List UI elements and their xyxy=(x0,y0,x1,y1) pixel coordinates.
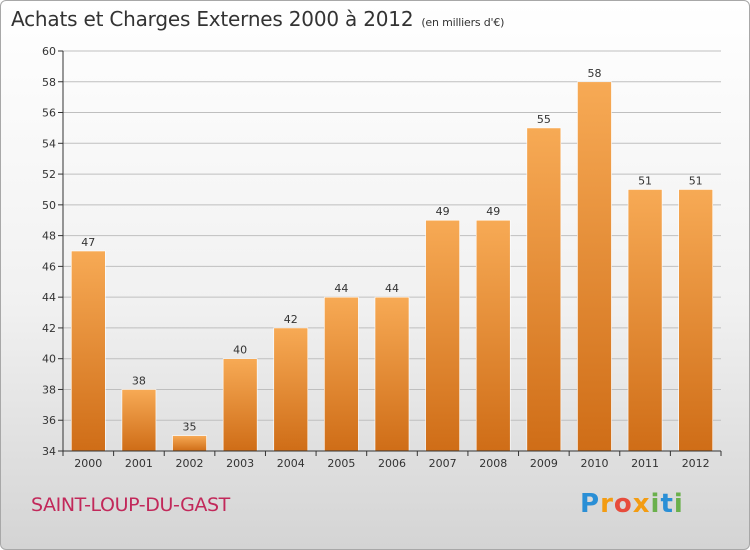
chart-title: Achats et Charges Externes 2000 à 2012 (e… xyxy=(11,7,504,31)
x-tick-label: 2011 xyxy=(631,457,659,470)
y-tick-label: 36 xyxy=(42,414,56,427)
y-tick-label: 50 xyxy=(42,199,56,212)
value-label: 49 xyxy=(436,205,450,218)
value-label: 51 xyxy=(638,174,652,187)
logo-letter: P xyxy=(580,489,601,519)
logo-letter: i xyxy=(650,489,661,519)
bar xyxy=(71,250,106,452)
y-tick-label: 48 xyxy=(42,230,56,243)
bar xyxy=(475,219,511,452)
bar xyxy=(374,296,410,452)
y-tick-label: 56 xyxy=(42,107,56,120)
y-tick-label: 46 xyxy=(42,260,56,273)
value-label: 55 xyxy=(537,113,551,126)
value-label: 51 xyxy=(689,174,703,187)
x-tick-label: 2009 xyxy=(530,457,558,470)
y-tick-label: 34 xyxy=(42,445,56,458)
bar xyxy=(526,127,562,452)
logo-letter: t xyxy=(660,489,674,519)
y-tick-label: 40 xyxy=(42,353,56,366)
value-label: 44 xyxy=(334,282,348,295)
x-tick-label: 2012 xyxy=(682,457,710,470)
data-labels: 47 38 35 40 42 44 44 49 49 55 58 51 51 xyxy=(81,67,702,434)
bar xyxy=(121,389,157,452)
bar xyxy=(425,219,460,452)
logo-letter: x xyxy=(632,489,651,519)
proxiti-logo: Proxiti xyxy=(580,489,684,519)
bar xyxy=(627,189,663,452)
value-label: 44 xyxy=(385,282,399,295)
bar xyxy=(324,296,359,452)
y-tick-label: 44 xyxy=(42,291,56,304)
x-tick-label: 2010 xyxy=(580,457,608,470)
x-tick-label: 2002 xyxy=(176,457,204,470)
x-tick-label: 2001 xyxy=(125,457,153,470)
value-label: 49 xyxy=(486,205,500,218)
y-tick-label: 60 xyxy=(42,45,56,58)
x-tick-label: 2000 xyxy=(74,457,102,470)
x-tick-label: 2003 xyxy=(226,457,254,470)
y-tick-label: 38 xyxy=(42,383,56,396)
logo-letter: o xyxy=(613,489,633,519)
x-tick-label: 2006 xyxy=(378,457,406,470)
value-label: 42 xyxy=(284,313,298,326)
y-tick-label: 42 xyxy=(42,322,56,335)
value-label: 35 xyxy=(183,421,197,434)
y-tick-label: 58 xyxy=(42,76,56,89)
bar xyxy=(172,435,207,452)
logo-letter: r xyxy=(600,489,614,519)
value-label: 47 xyxy=(81,236,95,249)
x-tick-label: 2005 xyxy=(327,457,355,470)
y-tick-label: 52 xyxy=(42,168,56,181)
commune-name: SAINT-LOUP-DU-GAST xyxy=(31,494,230,516)
y-tick-label: 54 xyxy=(42,137,56,150)
x-tick-label: 2004 xyxy=(277,457,305,470)
logo-letter: i xyxy=(673,489,684,519)
value-label: 38 xyxy=(132,374,146,387)
value-label: 40 xyxy=(233,344,247,357)
chart-unit: (en milliers d'€) xyxy=(421,16,505,29)
x-tick-label: 2007 xyxy=(429,457,457,470)
x-tick-label: 2008 xyxy=(479,457,507,470)
bar xyxy=(577,81,612,452)
bar xyxy=(273,327,309,452)
bar xyxy=(678,189,713,452)
axes: 34 36 38 40 42 44 46 48 50 52 54 56 58 60 2000 2001 2002… xyxy=(42,45,722,470)
value-label: 58 xyxy=(587,67,601,80)
chart-title-text: Achats et Charges Externes 2000 à 2012 xyxy=(11,7,414,31)
bar xyxy=(222,358,258,452)
